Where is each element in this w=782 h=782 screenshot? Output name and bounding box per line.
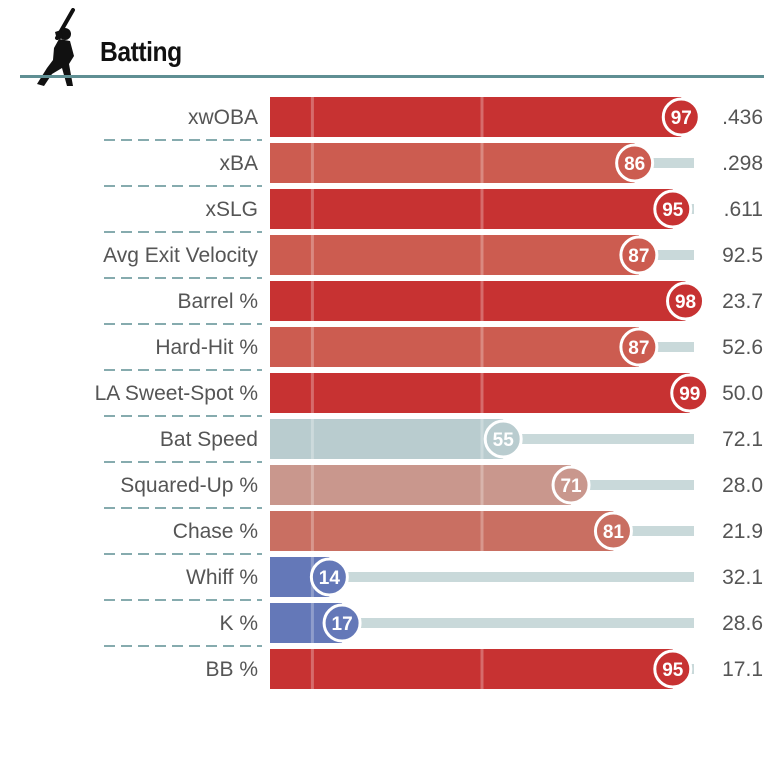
percentile-label: 87: [628, 338, 649, 359]
percentile-bar: [270, 189, 673, 229]
percentile-label: 95: [662, 200, 684, 221]
metric-value: 72.1: [722, 428, 763, 451]
percentile-bar: [270, 649, 673, 689]
percentile-bar: [270, 281, 686, 321]
section-title: Batting: [100, 36, 182, 67]
percentile-label: 17: [332, 614, 353, 635]
metric-label: Barrel %: [177, 290, 258, 313]
metric-label: xwOBA: [188, 106, 258, 129]
reference-line: [480, 281, 484, 321]
percentile-label: 87: [628, 246, 649, 267]
percentile-label: 71: [560, 476, 582, 497]
metric-label: Hard-Hit %: [155, 336, 258, 359]
metric-label: BB %: [205, 658, 258, 681]
reference-line: [310, 419, 314, 459]
metric-label: Bat Speed: [160, 428, 258, 451]
percentile-marker: [653, 649, 693, 689]
percentile-track: [571, 480, 694, 490]
percentile-marker: [309, 557, 349, 597]
metric-label: xBA: [219, 152, 258, 175]
metric-value: .611: [724, 198, 763, 221]
metric-value: 28.6: [722, 612, 763, 635]
metric-value: 21.9: [722, 520, 763, 543]
percentile-track: [503, 434, 694, 444]
percentile-track: [634, 158, 694, 168]
reference-line: [310, 649, 314, 689]
metric-value: 32.1: [722, 566, 763, 589]
percentile-marker: [666, 281, 706, 321]
percentile-track: [638, 250, 694, 260]
reference-line: [310, 603, 314, 643]
metric-label: xSLG: [205, 198, 258, 221]
reference-line: [310, 373, 314, 413]
metric-value: .298: [722, 152, 763, 175]
reference-line: [480, 327, 484, 367]
percentile-marker: [661, 97, 701, 137]
metric-label: Squared-Up %: [120, 474, 258, 497]
metric-value: 28.0: [722, 474, 763, 497]
header: Batting: [0, 0, 782, 86]
reference-line: [310, 97, 314, 137]
metric-value: 52.6: [722, 336, 763, 359]
percentile-marker: [619, 235, 659, 275]
percentile-marker: [670, 373, 710, 413]
percentile-bar: [270, 235, 639, 275]
reference-line: [310, 465, 314, 505]
percentile-marker: [483, 419, 523, 459]
percentile-label: 95: [662, 660, 684, 681]
percentile-marker: [322, 603, 362, 643]
percentile-bar: [270, 511, 614, 551]
metric-label: Avg Exit Velocity: [103, 244, 258, 267]
percentile-bar: [270, 327, 639, 367]
header-rule: [20, 75, 764, 78]
percentile-label: 14: [319, 568, 341, 589]
percentile-label: 55: [493, 430, 515, 451]
percentile-marker: [653, 189, 693, 229]
percentile-label: 98: [675, 292, 696, 313]
metric-value: 23.7: [722, 290, 763, 313]
percentile-marker: [619, 327, 659, 367]
metric-value: 17.1: [722, 658, 763, 681]
percentile-marker: [593, 511, 633, 551]
reference-line: [480, 235, 484, 275]
reference-line: [480, 465, 484, 505]
percentile-track: [342, 618, 694, 628]
percentile-label: 81: [603, 522, 625, 543]
percentile-marker: [551, 465, 591, 505]
reference-line: [480, 511, 484, 551]
reference-line: [310, 327, 314, 367]
reference-line: [310, 143, 314, 183]
percentile-bar: [270, 419, 504, 459]
percentile-marker: [615, 143, 655, 183]
reference-line: [310, 511, 314, 551]
metric-label: LA Sweet-Spot %: [95, 382, 258, 405]
reference-line: [480, 143, 484, 183]
reference-line: [310, 189, 314, 229]
reference-line: [480, 97, 484, 137]
percentile-track: [638, 342, 694, 352]
reference-line: [480, 189, 484, 229]
percentile-bar: [270, 97, 682, 137]
metric-label: Whiff %: [186, 566, 258, 589]
metric-value: 50.0: [722, 382, 763, 405]
percentile-bar: [270, 465, 572, 505]
percentile-label: 99: [679, 384, 700, 405]
metric-label: Chase %: [173, 520, 258, 543]
reference-line: [480, 649, 484, 689]
reference-line: [480, 373, 484, 413]
percentile-track: [613, 526, 694, 536]
percentile-bar: [270, 143, 635, 183]
reference-line: [310, 235, 314, 275]
percentile-track: [329, 572, 694, 582]
percentile-label: 97: [671, 108, 692, 129]
percentile-bar: [270, 373, 690, 413]
baseball-batter-icon: [37, 8, 75, 86]
reference-line: [480, 419, 484, 459]
metric-value: .436: [722, 106, 763, 129]
percentile-label: 86: [624, 154, 645, 175]
metric-value: 92.5: [722, 244, 763, 267]
metric-label: K %: [219, 612, 258, 635]
reference-line: [310, 281, 314, 321]
